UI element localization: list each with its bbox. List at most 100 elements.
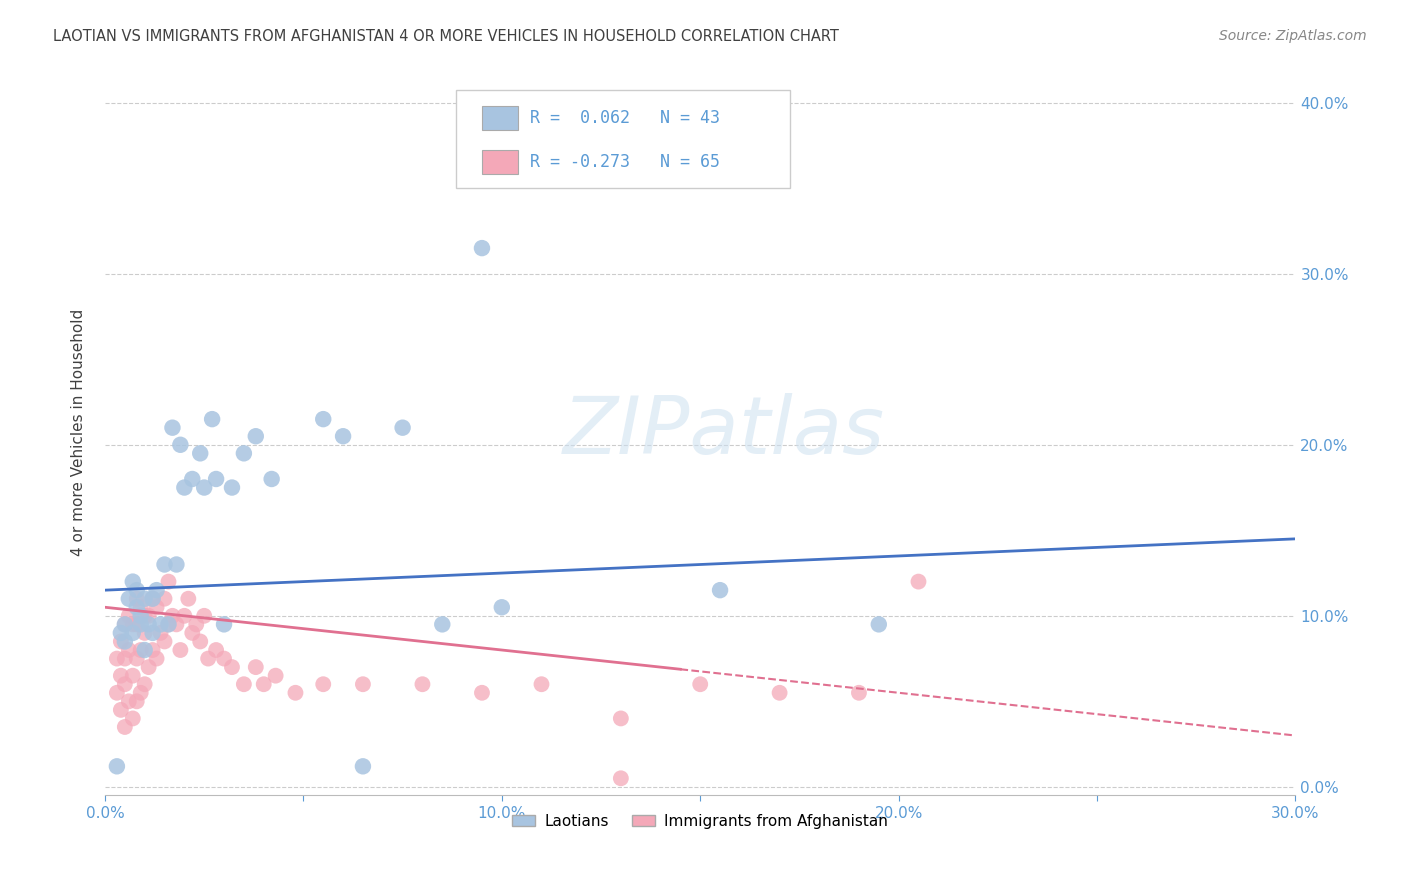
Point — [689, 677, 711, 691]
Point — [471, 686, 494, 700]
Point — [391, 420, 413, 434]
Point — [125, 651, 148, 665]
Point — [110, 634, 132, 648]
Legend: Laotians, Immigrants from Afghanistan: Laotians, Immigrants from Afghanistan — [506, 808, 894, 835]
Point — [491, 600, 513, 615]
Point — [610, 711, 633, 725]
Point — [105, 651, 128, 665]
Point — [134, 626, 156, 640]
FancyBboxPatch shape — [482, 150, 517, 174]
Point — [177, 591, 200, 606]
Point — [169, 438, 191, 452]
Point — [125, 583, 148, 598]
Point — [142, 591, 165, 606]
Point — [188, 446, 211, 460]
Point — [129, 608, 152, 623]
Point — [125, 694, 148, 708]
Point — [165, 558, 187, 572]
Point — [848, 686, 870, 700]
Point — [205, 643, 228, 657]
Point — [134, 643, 156, 657]
Point — [232, 446, 254, 460]
Point — [149, 617, 172, 632]
Point — [188, 634, 211, 648]
Y-axis label: 4 or more Vehicles in Household: 4 or more Vehicles in Household — [72, 309, 86, 556]
Point — [165, 617, 187, 632]
Point — [332, 429, 354, 443]
Point — [153, 634, 176, 648]
Point — [193, 608, 215, 623]
Point — [907, 574, 929, 589]
Point — [110, 668, 132, 682]
Point — [121, 668, 143, 682]
Point — [284, 686, 307, 700]
Point — [121, 711, 143, 725]
Point — [868, 617, 890, 632]
Point — [157, 617, 180, 632]
Point — [138, 617, 160, 632]
Point — [157, 574, 180, 589]
Point — [110, 703, 132, 717]
Point — [114, 634, 136, 648]
Point — [153, 591, 176, 606]
Point — [245, 660, 267, 674]
Text: LAOTIAN VS IMMIGRANTS FROM AFGHANISTAN 4 OR MORE VEHICLES IN HOUSEHOLD CORRELATI: LAOTIAN VS IMMIGRANTS FROM AFGHANISTAN 4… — [53, 29, 839, 44]
Point — [114, 617, 136, 632]
Point — [193, 481, 215, 495]
Point — [186, 617, 208, 632]
Point — [110, 626, 132, 640]
FancyBboxPatch shape — [482, 106, 517, 130]
Point — [173, 608, 195, 623]
Point — [121, 574, 143, 589]
Point — [312, 677, 335, 691]
Point — [118, 591, 141, 606]
Point — [169, 643, 191, 657]
Point — [610, 772, 633, 786]
Point — [129, 686, 152, 700]
Point — [471, 241, 494, 255]
Point — [121, 626, 143, 640]
Point — [260, 472, 283, 486]
Point — [197, 651, 219, 665]
Point — [145, 651, 167, 665]
Point — [201, 412, 224, 426]
Point — [129, 643, 152, 657]
Point — [162, 608, 184, 623]
Point — [264, 668, 287, 682]
Point — [212, 651, 235, 665]
Point — [114, 651, 136, 665]
Point — [142, 591, 165, 606]
Point — [173, 481, 195, 495]
Point — [129, 617, 152, 632]
Point — [114, 617, 136, 632]
Point — [121, 617, 143, 632]
Point — [134, 677, 156, 691]
Point — [212, 617, 235, 632]
Point — [142, 626, 165, 640]
Point — [157, 617, 180, 632]
Point — [411, 677, 433, 691]
Point — [253, 677, 276, 691]
Point — [125, 600, 148, 615]
Point — [221, 660, 243, 674]
Point — [221, 481, 243, 495]
Text: R = -0.273   N = 65: R = -0.273 N = 65 — [530, 153, 720, 171]
Point — [149, 626, 172, 640]
FancyBboxPatch shape — [456, 90, 790, 188]
Text: ZIPatlas: ZIPatlas — [562, 393, 886, 471]
Point — [142, 643, 165, 657]
Point — [181, 626, 204, 640]
Point — [118, 694, 141, 708]
Point — [129, 600, 152, 615]
Point — [352, 759, 374, 773]
Point — [138, 660, 160, 674]
Point — [145, 600, 167, 615]
Point — [205, 472, 228, 486]
Point — [312, 412, 335, 426]
Point — [114, 677, 136, 691]
Point — [125, 617, 148, 632]
Point — [153, 558, 176, 572]
Point — [138, 608, 160, 623]
Point — [432, 617, 454, 632]
Point — [245, 429, 267, 443]
